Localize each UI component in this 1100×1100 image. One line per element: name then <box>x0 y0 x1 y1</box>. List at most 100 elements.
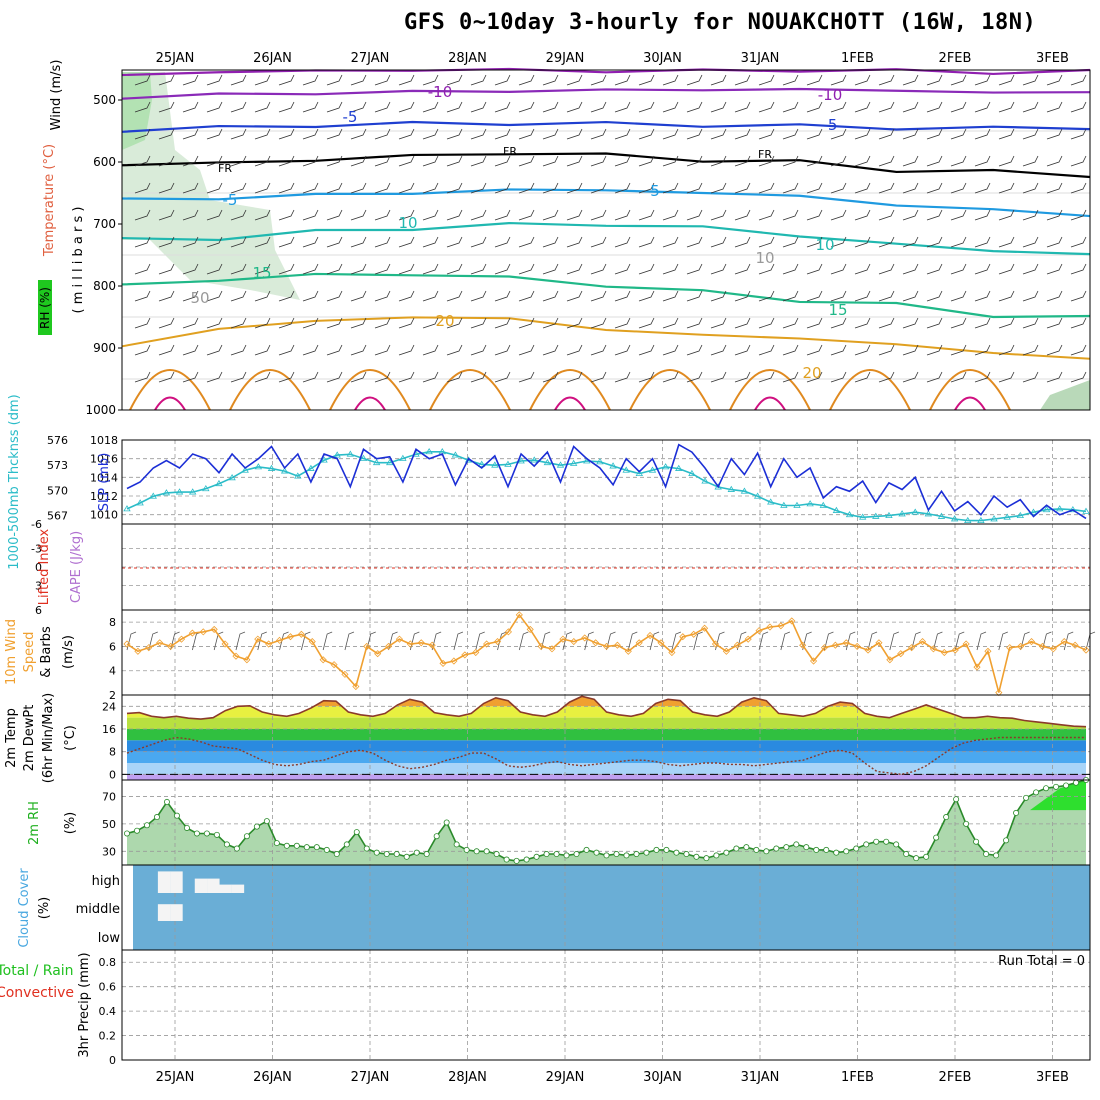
wind-speed-point <box>1017 642 1025 650</box>
temp-band <box>127 729 1086 741</box>
wind-barb <box>542 182 559 194</box>
rh2m-axis-label: 2m RH <box>27 801 42 845</box>
temp-band <box>127 717 1086 729</box>
wind-barb <box>686 317 703 329</box>
wind-barb <box>1022 290 1039 302</box>
wind-barb <box>614 371 631 383</box>
wind-barb <box>662 209 679 221</box>
wind-barb <box>278 182 295 194</box>
wind-speed-point <box>711 640 720 648</box>
wind-barb <box>446 209 463 221</box>
wind-speed-point <box>374 650 382 658</box>
wind-barb <box>830 344 847 356</box>
surface-wind-barb <box>649 631 660 651</box>
wind-barb <box>398 344 415 356</box>
minmax-axis-label: (6hr Min/Max) <box>41 693 56 783</box>
wind-barb <box>398 74 415 86</box>
wind-barb <box>710 344 727 356</box>
wind-speed-point <box>461 651 469 659</box>
rh-area <box>127 780 1086 865</box>
wind-barb <box>638 209 655 221</box>
lifted-tick-label: -6 <box>31 518 42 531</box>
lifted-tick-label: -3 <box>31 543 42 556</box>
date-label-bottom: 31JAN <box>741 1070 780 1085</box>
rh-point <box>1073 779 1080 786</box>
rh-point <box>783 844 790 851</box>
wind-barb <box>902 317 919 329</box>
wind-speed-point <box>1049 645 1057 653</box>
wind-barb <box>134 101 151 113</box>
surface-wind-barb <box>257 631 267 651</box>
wind-speed-point <box>254 635 262 643</box>
wind-barb <box>134 155 151 167</box>
slp-panel-frame <box>121 439 1091 525</box>
pressure-tick-label: 1000 <box>85 403 116 417</box>
wind-barb <box>422 236 439 248</box>
surface-wind-barb <box>409 631 420 651</box>
wind-barb <box>782 344 799 356</box>
wind-barb <box>998 344 1015 356</box>
wind-barb <box>374 263 391 275</box>
wind-barb <box>518 344 535 356</box>
wind-barb <box>998 209 1015 221</box>
cloud-bar <box>157 904 171 921</box>
rh-point <box>283 842 290 849</box>
thickness-point <box>740 487 749 494</box>
wind-barb <box>950 182 967 194</box>
rh-point <box>893 841 900 848</box>
wind-barb <box>758 290 775 302</box>
wind-barb <box>134 263 151 275</box>
thickness-point <box>320 456 328 463</box>
wind-barb <box>758 263 775 275</box>
temp-band <box>127 696 1086 707</box>
wind-barb <box>134 290 151 302</box>
wind-barb <box>230 371 247 383</box>
wind-barb <box>806 236 823 248</box>
wind-barb <box>590 263 607 275</box>
wind-barb <box>854 317 871 329</box>
wind-barb <box>542 128 559 140</box>
wind-barb <box>278 344 295 356</box>
cape-axis-label: CAPE (J/kg) <box>69 531 84 603</box>
wind-barb <box>566 317 583 329</box>
temp-band <box>127 774 1086 780</box>
wind-speed-point <box>526 625 534 633</box>
wind-barb <box>422 317 439 329</box>
wind-barb <box>470 155 487 167</box>
wind-speed-point <box>243 656 251 664</box>
wind-barb <box>446 101 463 113</box>
rh-point <box>1053 783 1060 790</box>
isotherm-label: 5 <box>650 182 660 200</box>
wind-barb <box>350 371 367 383</box>
wind-barb <box>278 317 295 329</box>
wind-barb <box>1046 182 1063 194</box>
wind-barb <box>734 74 751 86</box>
wind-speed-point <box>679 633 687 641</box>
thickness-point <box>569 459 578 466</box>
wind-barb <box>302 101 319 113</box>
surface-wind-barb <box>322 631 333 651</box>
rh-high-band <box>1030 780 1086 811</box>
wind-barb <box>734 317 751 329</box>
wind-barb <box>518 155 535 167</box>
wind-barb <box>974 317 991 329</box>
rh-point <box>1023 794 1030 801</box>
wind-speed-point <box>875 639 883 647</box>
surface-isotherm <box>229 369 311 411</box>
wind-speed-point <box>221 640 229 648</box>
wind-barb <box>806 209 823 221</box>
temp-band <box>127 740 1086 752</box>
wind-speed-point <box>341 670 349 678</box>
precip-axis-label: 3hr Precip (mm) <box>77 952 92 1057</box>
wind-speed-point <box>918 638 927 646</box>
wind-barb <box>1070 155 1087 167</box>
surface-wind-barb <box>867 631 878 651</box>
thickness-point <box>1056 505 1064 512</box>
wind-barb <box>374 101 391 113</box>
wind-speed-point <box>635 639 643 647</box>
wind-barb <box>302 236 319 248</box>
wind-barb <box>566 101 583 113</box>
precip-tick-label: 0.2 <box>99 1030 117 1043</box>
wind-barb <box>470 371 487 383</box>
wind-barb <box>158 344 175 356</box>
